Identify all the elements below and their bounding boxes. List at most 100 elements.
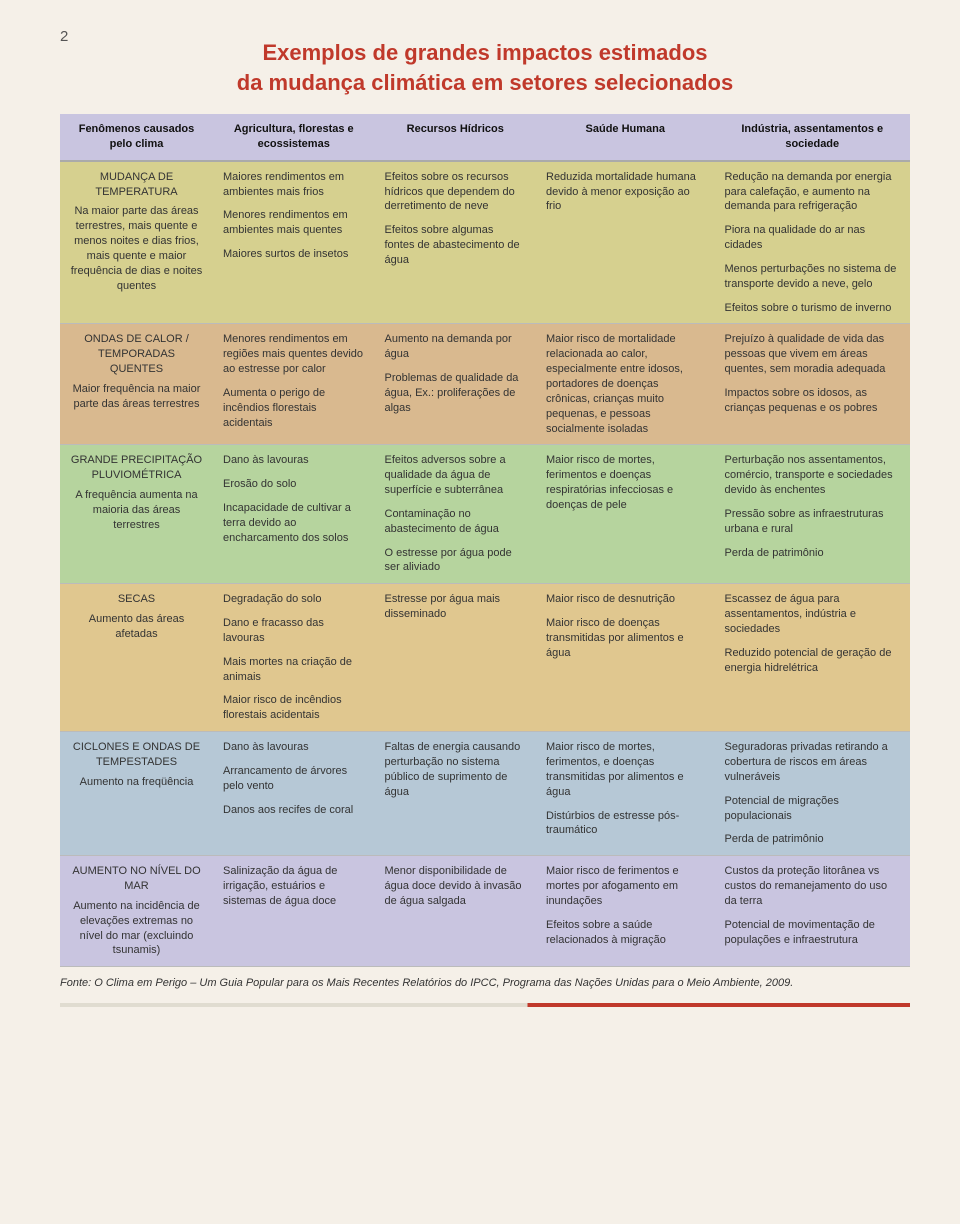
phenomenon-subtext: Aumento das áreas afetadas bbox=[70, 612, 203, 642]
cell-paragraph: Dano e fracasso das lavouras bbox=[223, 616, 365, 646]
content-cell: Faltas de energia causando perturbação n… bbox=[375, 732, 537, 856]
content-cell: Maior risco de ferimentos e mortes por a… bbox=[536, 856, 715, 967]
content-cell: Maior risco de mortalidade relacionada a… bbox=[536, 324, 715, 445]
cell-paragraph: Menores rendimentos em regiões mais quen… bbox=[223, 332, 365, 377]
phenomenon-cell: SECAS Aumento das áreas afetadas bbox=[60, 584, 213, 732]
cell-paragraph: Potencial de movimentação de populações … bbox=[725, 918, 901, 948]
content-cell: Maior risco de desnutrição Maior risco de… bbox=[536, 584, 715, 732]
content-cell: Dano às lavouras Erosão do solo Incapacida… bbox=[213, 445, 375, 584]
col-header-agriculture: Agricultura, florestas e ecossistemas bbox=[213, 114, 375, 161]
cell-paragraph: Efeitos sobre os recursos hídricos que d… bbox=[385, 170, 527, 215]
content-cell: Aumento na demanda por água Problemas de … bbox=[375, 324, 537, 445]
cell-paragraph: Reduzido potencial de geração de energia… bbox=[725, 646, 901, 676]
cell-paragraph: Efeitos sobre algumas fontes de abasteci… bbox=[385, 223, 527, 268]
phenomenon-title: GRANDE PRECIPITAÇÃO PLUVIOMÉTRICA bbox=[70, 453, 203, 483]
content-cell: Efeitos adversos sobre a qualidade da ág… bbox=[375, 445, 537, 584]
col-header-phenomena: Fenômenos causados pelo clima bbox=[60, 114, 213, 161]
cell-paragraph: Danos aos recifes de coral bbox=[223, 803, 365, 818]
cell-paragraph: Maior risco de mortes, ferimentos e doen… bbox=[546, 453, 705, 512]
cell-paragraph: Dano às lavouras bbox=[223, 453, 365, 468]
cell-paragraph: Maior risco de incêndios florestais acid… bbox=[223, 693, 365, 723]
content-cell: Maior risco de mortes, ferimentos e doen… bbox=[536, 445, 715, 584]
cell-paragraph: Efeitos sobre o turismo de inverno bbox=[725, 301, 901, 316]
content-cell: Maior risco de mortes, ferimentos, e doe… bbox=[536, 732, 715, 856]
cell-paragraph: Salinização da água de irrigação, estuár… bbox=[223, 864, 365, 909]
content-cell: Menor disponibilidade de água doce devid… bbox=[375, 856, 537, 967]
phenomenon-subtext: Aumento na incidência de elevações extre… bbox=[70, 899, 203, 958]
title-line-2: da mudança climática em setores selecion… bbox=[60, 70, 910, 96]
cell-paragraph: O estresse por água pode ser aliviado bbox=[385, 546, 527, 576]
phenomenon-cell: MUDANÇA DE TEMPERATURA Na maior parte das… bbox=[60, 161, 213, 324]
cell-paragraph: Custos da proteção litorânea vs custos d… bbox=[725, 864, 901, 909]
content-cell: Dano às lavourasArrancamento de árvores … bbox=[213, 732, 375, 856]
content-cell: Custos da proteção litorânea vs custos d… bbox=[715, 856, 911, 967]
table-body: MUDANÇA DE TEMPERATURA Na maior parte das… bbox=[60, 161, 910, 967]
title-line-1: Exemplos de grandes impactos estimados bbox=[60, 40, 910, 66]
cell-paragraph: Prejuízo à qualidade de vida das pessoas… bbox=[725, 332, 901, 377]
content-cell: Maiores rendimentos em ambientes mais fr… bbox=[213, 161, 375, 324]
cell-paragraph: Redução na demanda por energia para cale… bbox=[725, 170, 901, 215]
cell-paragraph: Efeitos sobre a saúde relacionados à mig… bbox=[546, 918, 705, 948]
impacts-table: Fenômenos causados pelo clima Agricultur… bbox=[60, 114, 910, 967]
phenomenon-subtext: A frequência aumenta na maioria das área… bbox=[70, 488, 203, 533]
phenomenon-cell: GRANDE PRECIPITAÇÃO PLUVIOMÉTRICA A frequ… bbox=[60, 445, 213, 584]
phenomenon-title: SECAS bbox=[70, 592, 203, 607]
cell-paragraph: Perturbação nos assentamentos, comércio,… bbox=[725, 453, 901, 498]
table-row: CICLONES E ONDAS DE TEMPESTADES Aumento n… bbox=[60, 732, 910, 856]
cell-paragraph: Menores rendimentos em ambientes mais qu… bbox=[223, 208, 365, 238]
table-row: GRANDE PRECIPITAÇÃO PLUVIOMÉTRICA A frequ… bbox=[60, 445, 910, 584]
content-cell: Degradação do solo Dano e fracasso das la… bbox=[213, 584, 375, 732]
cell-paragraph: Maior risco de ferimentos e mortes por a… bbox=[546, 864, 705, 909]
col-header-water: Recursos Hídricos bbox=[375, 114, 537, 161]
page-number: 2 bbox=[60, 28, 68, 45]
table-row: ONDAS DE CALOR / TEMPORADAS QUENTES Maior… bbox=[60, 324, 910, 445]
cell-paragraph: Potencial de migrações populacionais bbox=[725, 794, 901, 824]
table-header-row: Fenômenos causados pelo clima Agricultur… bbox=[60, 114, 910, 161]
cell-paragraph: Impactos sobre os idosos, as crianças pe… bbox=[725, 386, 901, 416]
cell-paragraph: Problemas de qualidade da água, Ex.: pro… bbox=[385, 371, 527, 416]
phenomenon-cell: CICLONES E ONDAS DE TEMPESTADES Aumento n… bbox=[60, 732, 213, 856]
content-cell: Redução na demanda por energia para cale… bbox=[715, 161, 911, 324]
cell-paragraph: Seguradoras privadas retirando a cobertu… bbox=[725, 740, 901, 785]
content-cell: Perturbação nos assentamentos, comércio,… bbox=[715, 445, 911, 584]
cell-paragraph: Maior risco de doenças transmitidas por … bbox=[546, 616, 705, 661]
cell-paragraph: Erosão do solo bbox=[223, 477, 365, 492]
cell-paragraph: Perda de patrimônio bbox=[725, 546, 901, 561]
cell-paragraph: Incapacidade de cultivar a terra devido … bbox=[223, 501, 365, 546]
cell-paragraph: Degradação do solo bbox=[223, 592, 365, 607]
phenomenon-cell: AUMENTO NO NÍVEL DO MAR Aumento na incidê… bbox=[60, 856, 213, 967]
col-header-health: Saúde Humana bbox=[536, 114, 715, 161]
cell-paragraph: Arrancamento de árvores pelo vento bbox=[223, 764, 365, 794]
table-row: SECAS Aumento das áreas afetadas Degradaçã… bbox=[60, 584, 910, 732]
cell-paragraph: Contaminação no abastecimento de água bbox=[385, 507, 527, 537]
phenomenon-title: CICLONES E ONDAS DE TEMPESTADES bbox=[70, 740, 203, 770]
cell-paragraph: Maior risco de desnutrição bbox=[546, 592, 705, 607]
content-cell: Prejuízo à qualidade de vida das pessoas… bbox=[715, 324, 911, 445]
phenomenon-subtext: Aumento na freqüência bbox=[70, 775, 203, 790]
phenomenon-title: ONDAS DE CALOR / TEMPORADAS QUENTES bbox=[70, 332, 203, 377]
document-page: 2 Exemplos de grandes impactos estimados… bbox=[0, 0, 960, 1224]
phenomenon-title: MUDANÇA DE TEMPERATURA bbox=[70, 170, 203, 200]
content-cell: Efeitos sobre os recursos hídricos que d… bbox=[375, 161, 537, 324]
cell-paragraph: Menor disponibilidade de água doce devid… bbox=[385, 864, 527, 909]
phenomenon-cell: ONDAS DE CALOR / TEMPORADAS QUENTES Maior… bbox=[60, 324, 213, 445]
content-cell: Salinização da água de irrigação, estuár… bbox=[213, 856, 375, 967]
cell-paragraph: Reduzida mortalidade humana devido à men… bbox=[546, 170, 705, 215]
content-cell: Seguradoras privadas retirando a cobertu… bbox=[715, 732, 911, 856]
cell-paragraph: Faltas de energia causando perturbação n… bbox=[385, 740, 527, 799]
phenomenon-title: AUMENTO NO NÍVEL DO MAR bbox=[70, 864, 203, 894]
cell-paragraph: Maior risco de mortalidade relacionada a… bbox=[546, 332, 705, 436]
cell-paragraph: Maiores surtos de insetos bbox=[223, 247, 365, 262]
cell-paragraph: Efeitos adversos sobre a qualidade da ág… bbox=[385, 453, 527, 498]
cell-paragraph: Aumenta o perigo de incêndios florestais… bbox=[223, 386, 365, 431]
phenomenon-subtext: Maior frequência na maior parte das área… bbox=[70, 382, 203, 412]
content-cell: Menores rendimentos em regiões mais quen… bbox=[213, 324, 375, 445]
content-cell: Estresse por água mais disseminado bbox=[375, 584, 537, 732]
cell-paragraph: Menos perturbações no sistema de transpo… bbox=[725, 262, 901, 292]
cell-paragraph: Aumento na demanda por água bbox=[385, 332, 527, 362]
phenomenon-subtext: Na maior parte das áreas terrestres, mai… bbox=[70, 204, 203, 293]
cell-paragraph: Escassez de água para assentamentos, ind… bbox=[725, 592, 901, 637]
cell-paragraph: Mais mortes na criação de animais bbox=[223, 655, 365, 685]
cell-paragraph: Perda de patrimônio bbox=[725, 832, 901, 847]
table-row: MUDANÇA DE TEMPERATURA Na maior parte das… bbox=[60, 161, 910, 324]
